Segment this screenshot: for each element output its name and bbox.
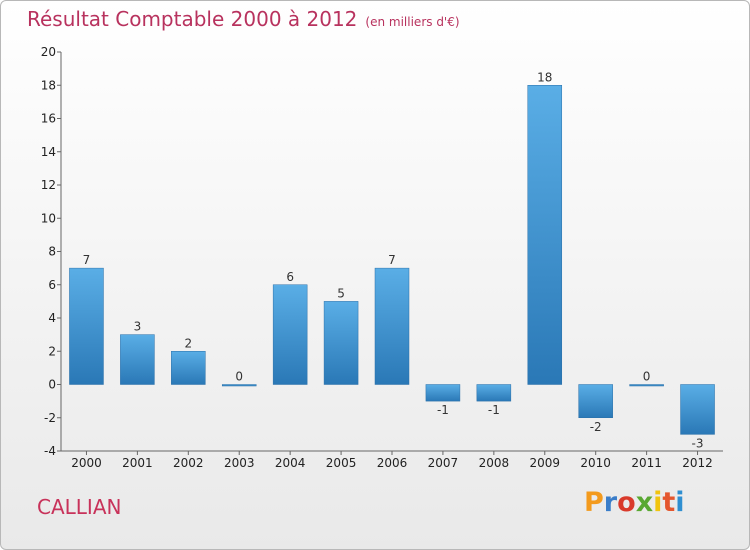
- chart-title: Résultat Comptable 2000 à 2012 (en millie…: [27, 7, 460, 31]
- y-tick-label: 8: [48, 245, 56, 259]
- y-tick-label: 6: [48, 278, 56, 292]
- x-tick-label: 2001: [122, 456, 153, 470]
- bar: [680, 384, 715, 435]
- value-label: 3: [134, 320, 142, 334]
- logo-letter: i: [675, 487, 685, 518]
- bar: [272, 284, 308, 385]
- x-tick-label: 2005: [326, 456, 357, 470]
- chart-title-text: Résultat Comptable 2000 à 2012: [27, 7, 358, 31]
- value-label: 18: [537, 70, 552, 84]
- logo-letter: P: [584, 487, 604, 518]
- y-tick-label: 12: [41, 178, 56, 192]
- logo-letter: t: [662, 487, 676, 518]
- bar: [221, 384, 257, 387]
- y-tick-label: -4: [44, 444, 56, 458]
- value-label: -1: [437, 403, 449, 417]
- x-tick-label: 2006: [377, 456, 408, 470]
- bar: [374, 267, 410, 385]
- bar: [476, 384, 512, 402]
- bar: [527, 85, 563, 385]
- bar: [629, 384, 664, 387]
- x-tick-label: 2007: [428, 456, 459, 470]
- value-label: 6: [286, 270, 294, 284]
- value-label: 2: [184, 336, 192, 350]
- value-label: 0: [643, 370, 651, 384]
- logo-letter: r: [603, 487, 618, 518]
- y-tick-label: 2: [48, 344, 56, 358]
- value-label: -2: [590, 420, 602, 434]
- bar: [425, 384, 461, 402]
- y-tick-label: 4: [48, 311, 56, 325]
- logo-letter: i: [653, 487, 663, 518]
- value-label: 5: [337, 286, 345, 300]
- logo-letter: o: [617, 487, 636, 518]
- x-tick-label: 2009: [529, 456, 560, 470]
- x-tick-label: 2004: [275, 456, 306, 470]
- bar: [171, 351, 206, 385]
- y-tick-label: -2: [44, 411, 56, 425]
- logo-letter: x: [635, 487, 654, 518]
- x-tick-label: 2000: [71, 456, 102, 470]
- bar: [69, 267, 104, 385]
- value-label: 7: [388, 253, 396, 267]
- y-tick-label: 0: [48, 378, 56, 392]
- chart-subtitle: (en milliers d'€): [365, 15, 460, 29]
- value-label: -1: [488, 403, 500, 417]
- y-tick-label: 10: [41, 211, 56, 225]
- y-tick-label: 16: [41, 112, 56, 126]
- value-label: 0: [235, 370, 243, 384]
- x-tick-label: 2011: [631, 456, 662, 470]
- x-tick-label: 2012: [682, 456, 713, 470]
- y-tick-label: 18: [41, 78, 56, 92]
- bar: [120, 334, 155, 385]
- x-tick-label: 2008: [479, 456, 510, 470]
- bar: [323, 301, 359, 385]
- bar: [578, 384, 613, 418]
- value-label: -3: [692, 436, 704, 450]
- y-tick-label: 14: [41, 145, 56, 159]
- x-tick-label: 2002: [173, 456, 204, 470]
- x-tick-label: 2010: [580, 456, 611, 470]
- commune-name: CALLIAN: [37, 495, 122, 519]
- value-label: 7: [83, 253, 91, 267]
- x-tick-label: 2003: [224, 456, 255, 470]
- y-tick-label: 20: [41, 45, 56, 59]
- proxiti-logo: Proxiti: [584, 487, 685, 518]
